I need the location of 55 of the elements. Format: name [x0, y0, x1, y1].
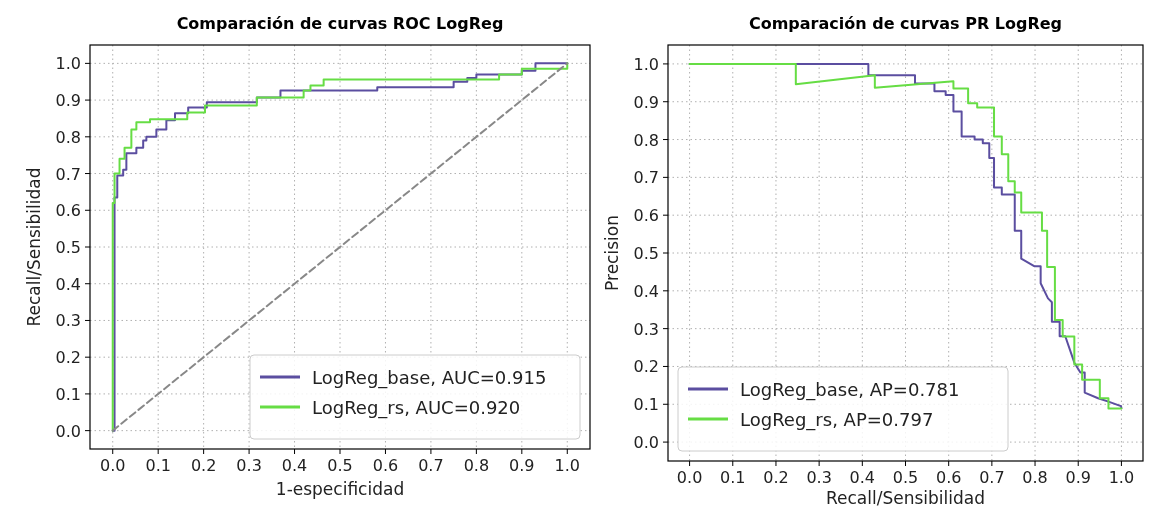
- x-tick-label: 0.4: [849, 468, 876, 487]
- y-axis-title: Precision: [602, 215, 622, 291]
- y-tick-label: 0.9: [633, 92, 659, 112]
- x-tick-label: 0.3: [236, 456, 262, 475]
- legend-label: LogReg_rs, AP=0.797: [740, 409, 934, 431]
- x-tick-label: 0.3: [806, 468, 832, 487]
- x-tick-label: 0.7: [979, 468, 1005, 487]
- y-tick-label: 1.0: [55, 54, 81, 74]
- x-tick-label: 0.6: [372, 456, 399, 475]
- y-tick-label: 0.5: [55, 238, 81, 257]
- x-tick-label: 0.5: [327, 456, 353, 475]
- chart-title: Comparación de curvas PR LogReg: [748, 14, 1063, 33]
- x-tick-label: 0.5: [892, 468, 919, 487]
- y-tick-label: 0.8: [633, 130, 659, 150]
- x-tick-label: 0.8: [463, 456, 490, 475]
- x-tick-label: 1.0: [1108, 468, 1135, 487]
- y-tick-label: 0.3: [55, 311, 81, 331]
- y-tick-label: 0.2: [633, 357, 659, 377]
- y-axis-title: Recall/Sensibilidad: [24, 167, 44, 327]
- y-tick-label: 0.8: [55, 127, 81, 147]
- y-tick-label: 0.4: [55, 274, 81, 294]
- legend-label: LogReg_rs, AUC=0.920: [312, 397, 521, 419]
- y-tick-label: 0.7: [633, 168, 659, 188]
- x-tick-label: 0.9: [1065, 468, 1091, 487]
- y-tick-label: 0.3: [633, 319, 659, 339]
- y-tick-label: 1.0: [633, 54, 659, 74]
- y-tick-label: 0.0: [55, 421, 81, 441]
- x-tick-label: 0.6: [935, 468, 962, 487]
- y-tick-label: 0.0: [633, 433, 659, 453]
- x-axis-title: Recall/Sensibilidad: [825, 488, 986, 508]
- chart-title: Comparación de curvas ROC LogReg: [176, 14, 504, 33]
- x-tick-label: 0.2: [190, 456, 217, 475]
- y-tick-label: 0.4: [633, 281, 659, 301]
- y-tick-label: 0.1: [633, 395, 659, 415]
- x-tick-label: 1.0: [554, 456, 580, 475]
- x-tick-label: 0.1: [720, 468, 746, 487]
- y-tick-label: 0.6: [633, 206, 659, 226]
- x-tick-label: 0.8: [1022, 468, 1048, 487]
- x-tick-label: 0.0: [676, 468, 703, 487]
- x-tick-label: 0.2: [763, 468, 789, 487]
- y-tick-label: 0.5: [633, 244, 659, 263]
- x-tick-label: 0.9: [509, 456, 535, 475]
- y-tick-label: 0.9: [55, 91, 81, 111]
- x-tick-label: 0.7: [418, 456, 444, 475]
- legend-label: LogReg_base, AP=0.781: [740, 379, 960, 401]
- x-tick-label: 0.1: [145, 456, 171, 475]
- line-series: [688, 62, 1123, 410]
- y-tick-label: 0.7: [55, 164, 81, 184]
- y-tick-label: 0.6: [55, 201, 81, 221]
- legend-label: LogReg_base, AUC=0.915: [312, 367, 547, 389]
- x-tick-label: 0.4: [281, 456, 308, 475]
- x-axis-title: 1-especificidad: [275, 479, 405, 499]
- y-tick-label: 0.1: [55, 384, 81, 404]
- y-tick-label: 0.2: [55, 348, 81, 368]
- x-tick-label: 0.0: [100, 456, 126, 475]
